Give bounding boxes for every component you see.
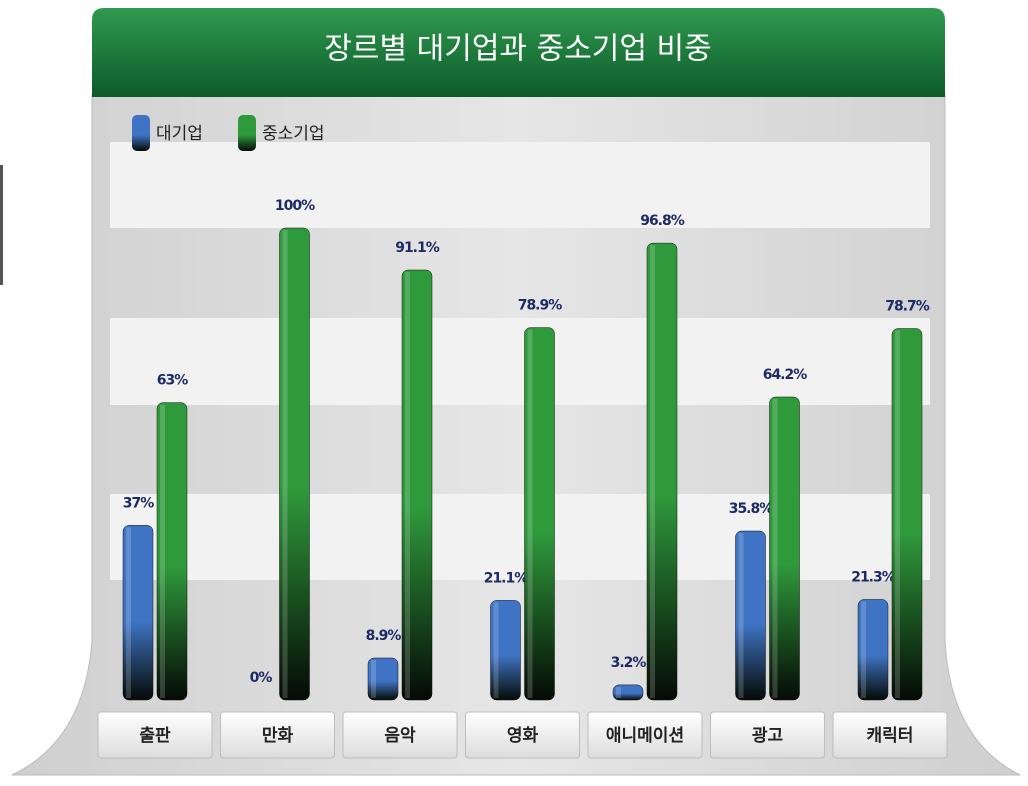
bar [367,657,399,701]
data-label: 8.9% [366,628,402,644]
stripe [110,318,930,405]
bar [891,328,923,701]
bar-highlight [772,398,778,698]
bar [612,684,644,701]
bar-highlight [861,601,866,698]
category-box [342,711,458,759]
bar-highlight [650,245,655,698]
header [92,8,945,97]
data-label: 3.2% [611,655,647,671]
category-box [587,711,703,759]
bar-highlight [160,404,165,698]
x-tick-label: 영화 [507,726,539,746]
data-label: 63% [157,373,188,389]
category-box [97,711,213,759]
bar [279,227,310,701]
x-tick-label: 출판 [139,726,171,746]
x-tick-label: 만화 [262,726,294,746]
bar-highlight [616,686,621,698]
bar-highlight [493,602,499,698]
legend-label: 대기업 [156,124,203,144]
bar-highlight [738,533,744,698]
x-tick-label: 캐릭터 [867,726,914,746]
data-label: 64.2% [763,367,808,383]
bar [401,269,433,701]
bar [490,600,521,701]
data-label: 21.1% [484,570,529,586]
data-label: 0% [250,670,273,686]
bar [156,402,188,701]
bar-highlight [527,329,533,698]
x-tick-label: 애니메이션 [606,726,684,746]
legend-label: 중소기업 [262,124,325,144]
panel [11,94,1021,776]
stripe [110,494,930,580]
edge [0,165,3,285]
bar [769,396,800,701]
bar [857,599,889,701]
data-label: 96.8% [640,213,685,229]
data-label: 78.9% [518,298,563,314]
x-tick-label: 음악 [384,726,416,746]
data-label: 100% [275,198,315,214]
bar-highlight [895,330,900,698]
category-box [832,711,948,759]
data-label: 21.3% [851,569,896,585]
x-tick-label: 광고 [752,726,784,746]
bar-highlight [126,527,131,698]
bar-highlight [282,230,288,698]
bar-highlight [371,659,376,698]
bar [735,530,766,701]
bar [646,242,678,701]
bar [122,525,154,701]
bar [524,327,555,701]
chart-title: 장르별 대기업과 중소기업 비중 [324,32,711,67]
category-box [220,711,335,759]
legend-swatch [132,115,150,151]
bar-highlight [405,272,410,698]
data-label: 37% [123,495,154,511]
category-box [465,711,580,759]
data-label: 91.1% [395,240,440,256]
data-label: 35.8% [729,501,774,517]
category-box [710,711,825,759]
data-label: 78.7% [885,299,930,315]
stripe [110,142,930,228]
legend-swatch [238,115,256,151]
